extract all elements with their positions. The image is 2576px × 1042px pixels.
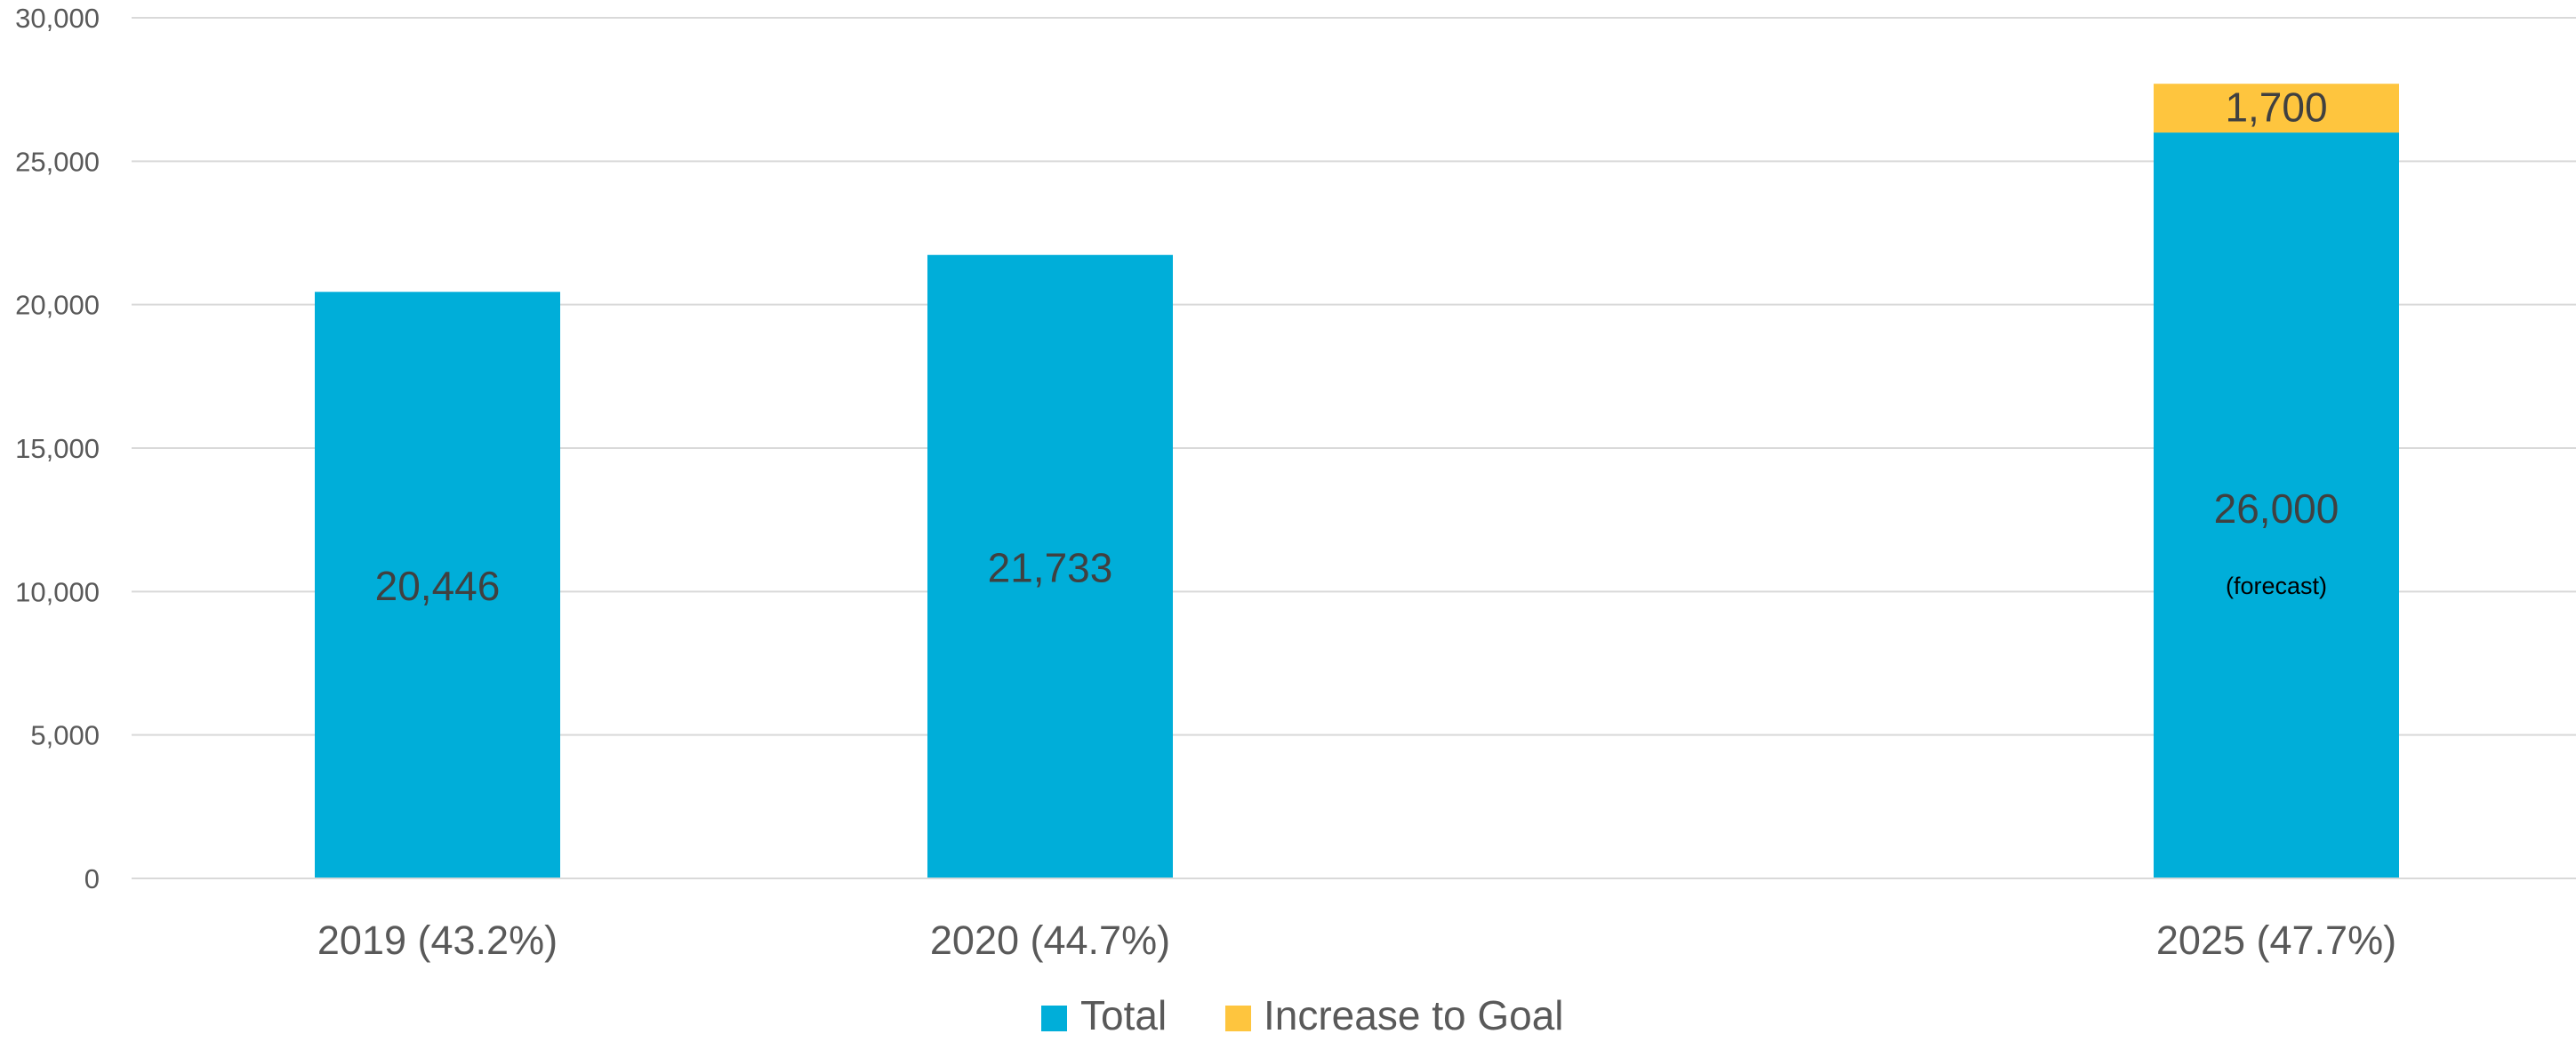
x-axis: 2019 (43.2%) 2020 (44.7%) 2025 (47.7%) xyxy=(132,878,2576,963)
legend: Total Increase to Goal xyxy=(1041,992,1564,1038)
legend-swatch xyxy=(1041,1006,1067,1031)
y-tick-label: 25,000 xyxy=(15,146,100,177)
total-bar xyxy=(927,254,1173,878)
y-tick-label: 30,000 xyxy=(15,3,100,34)
x-tick-label: 2025 (47.7%) xyxy=(2156,918,2396,963)
x-tick-label: 2020 (44.7%) xyxy=(930,918,1170,963)
y-tick-label: 5,000 xyxy=(30,720,100,751)
data-label: 20,446 xyxy=(375,563,501,609)
x-tick-label: 2019 (43.2%) xyxy=(317,918,558,963)
data-label: 21,733 xyxy=(988,544,1113,590)
forecast-annotation: (forecast) xyxy=(2226,573,2327,599)
data-label: 26,000 xyxy=(2214,485,2339,532)
legend-swatch xyxy=(1225,1006,1251,1031)
y-axis: 0 5,000 10,000 15,000 20,000 25,000 30,000 xyxy=(15,3,100,894)
y-tick-label: 20,000 xyxy=(15,290,100,321)
total-bar xyxy=(315,292,560,878)
legend-label: Total xyxy=(1080,992,1167,1038)
increase-to-goal-bar xyxy=(2154,84,2399,133)
total-bar xyxy=(2154,132,2399,879)
bars: 20,446 21,733 26,000 1,700 (forecast) xyxy=(315,84,2399,879)
legend-label: Increase to Goal xyxy=(1264,992,1564,1038)
y-tick-label: 0 xyxy=(84,863,100,894)
y-tick-label: 15,000 xyxy=(15,433,100,464)
y-tick-label: 10,000 xyxy=(15,576,100,607)
data-label: 1,700 xyxy=(2225,84,2327,131)
